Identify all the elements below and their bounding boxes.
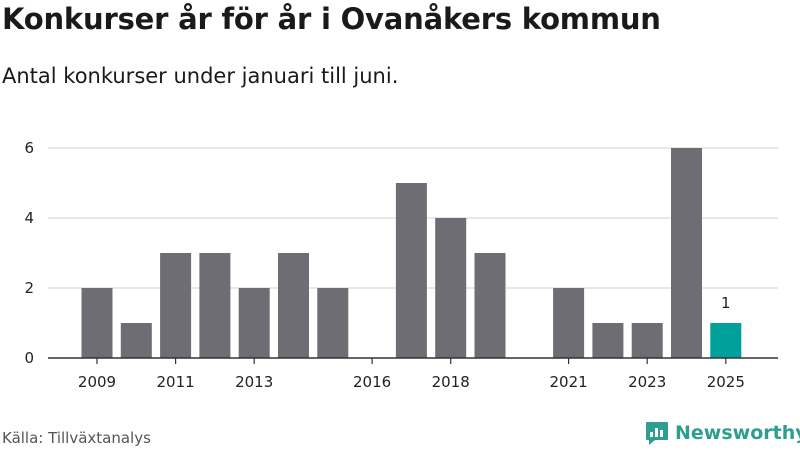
bar-2022 bbox=[592, 323, 624, 358]
x-tick-label: 2011 bbox=[157, 373, 195, 391]
bar-2024 bbox=[671, 148, 702, 358]
y-tick-label: 0 bbox=[24, 349, 34, 367]
x-tick-label: 2009 bbox=[78, 373, 116, 391]
chart-title: Konkurser år för år i Ovanåkers kommun bbox=[2, 2, 661, 36]
x-tick-label: 2018 bbox=[432, 373, 470, 391]
bar-chart: 0 2 4 6 2009 2011 2013 2016 2018 2021 2023 2025 1 bbox=[24, 139, 778, 391]
bar-2018 bbox=[435, 218, 467, 358]
bar-2017 bbox=[395, 183, 427, 358]
bar-2009 bbox=[81, 288, 113, 358]
x-tick-label: 2023 bbox=[628, 373, 666, 391]
bar-2013 bbox=[238, 288, 270, 358]
bar-2011 bbox=[160, 253, 192, 358]
chart-subtitle: Antal konkurser under januari till juni. bbox=[2, 64, 399, 88]
bar-2014 bbox=[278, 253, 309, 358]
y-tick-label: 4 bbox=[24, 209, 34, 227]
y-tick-label: 6 bbox=[24, 139, 34, 157]
bar-2012 bbox=[199, 253, 231, 358]
source-note: Källa: Tillväxtanalys bbox=[2, 429, 151, 447]
bar-2010 bbox=[120, 323, 152, 358]
y-tick-label: 2 bbox=[24, 279, 34, 297]
x-tick-label: 2013 bbox=[235, 373, 273, 391]
newsworthy-logo[interactable]: Newsworthy bbox=[644, 420, 800, 446]
x-tick-label: 2025 bbox=[707, 373, 745, 391]
bar-2023 bbox=[631, 323, 663, 358]
x-tick-label: 2021 bbox=[550, 373, 588, 391]
bar-2015 bbox=[317, 288, 349, 358]
bar-2025 bbox=[710, 323, 742, 358]
data-label: 1 bbox=[721, 294, 731, 312]
bar-2021 bbox=[553, 288, 585, 358]
bar-2019 bbox=[474, 253, 506, 358]
brand-name: Newsworthy bbox=[675, 422, 800, 444]
x-tick-label: 2016 bbox=[353, 373, 391, 391]
newsworthy-chart-bubble-icon bbox=[646, 422, 668, 445]
